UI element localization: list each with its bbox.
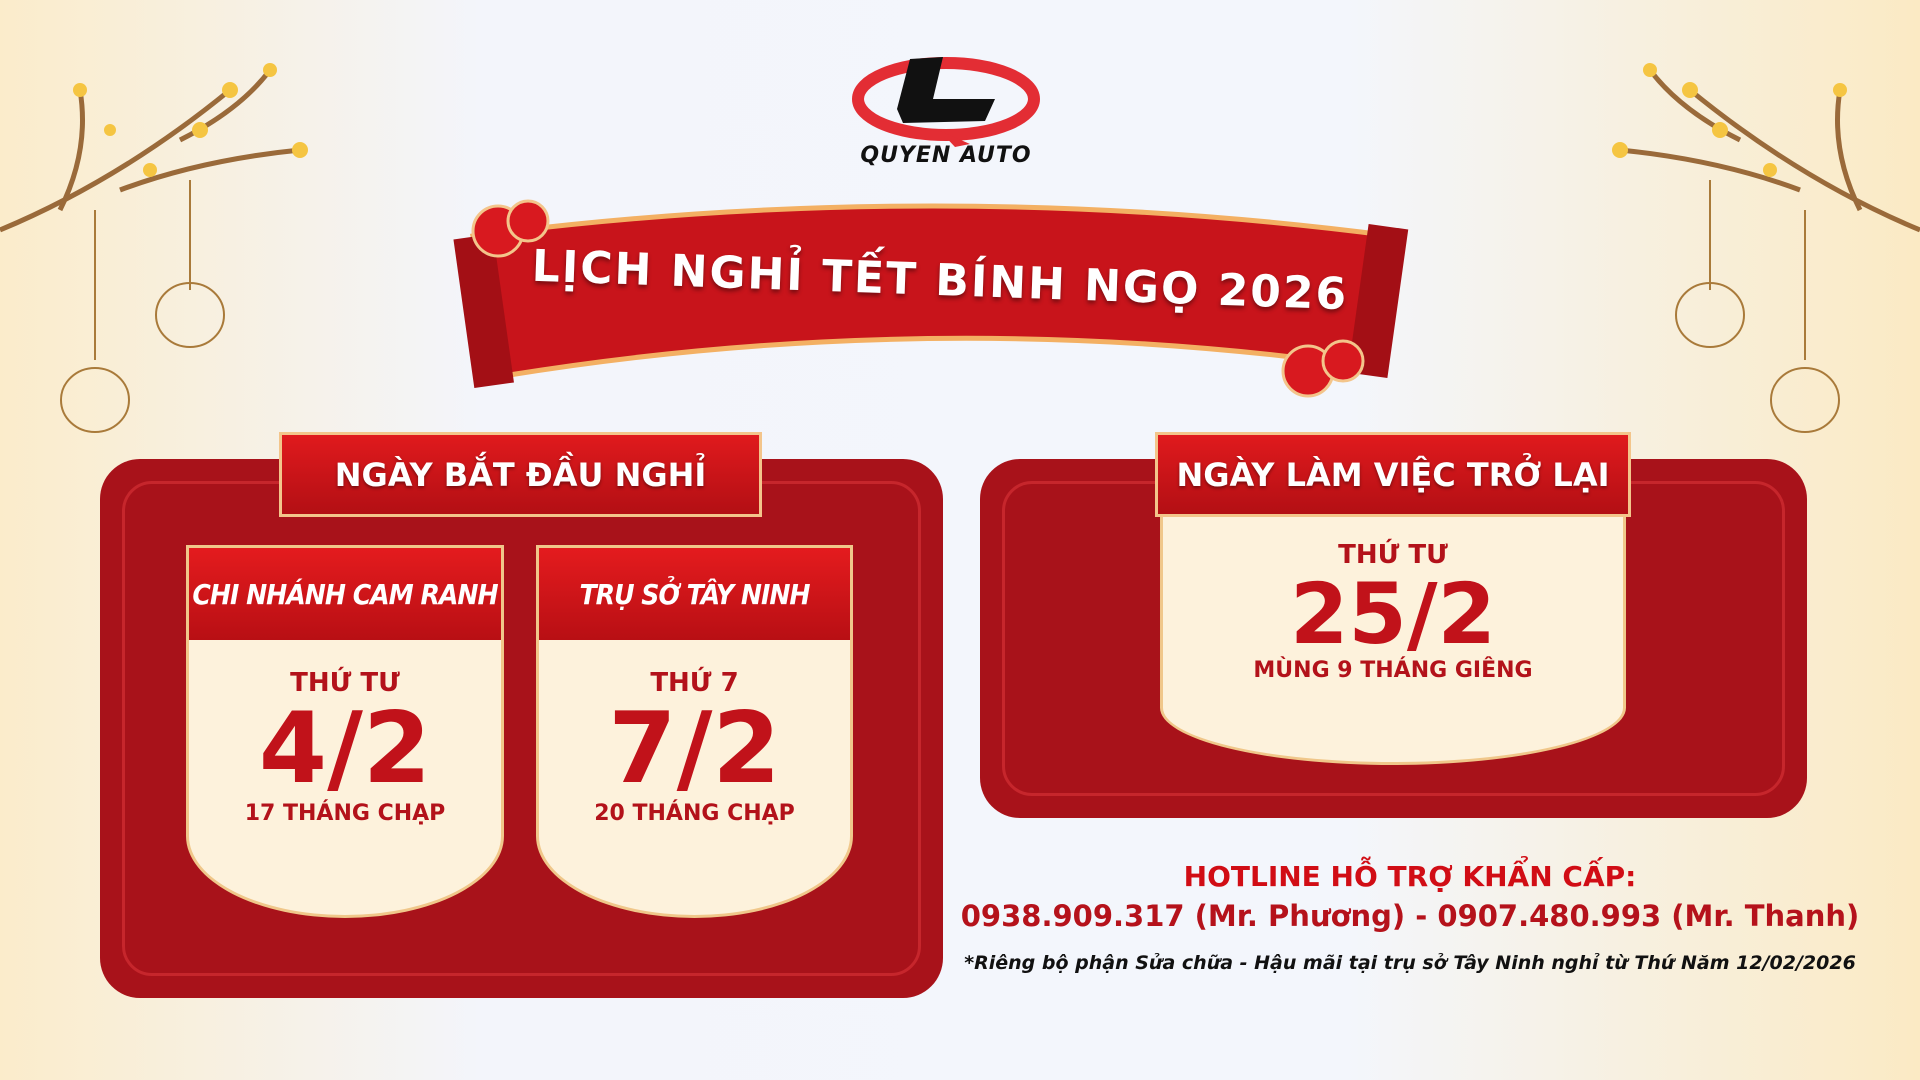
weekday: THỨ TƯ — [1338, 540, 1448, 570]
branch-card-tay-ninh: TRỤ SỞ TÂY NINH THỨ 7 7/2 20 THÁNG CHẠP — [536, 545, 853, 918]
start-heading: NGÀY BẮT ĐẦU NGHỈ — [279, 432, 762, 517]
date: 25/2 — [1289, 565, 1497, 663]
hotline-phones[interactable]: 0938.909.317 (Mr. Phương) - 0907.480.993… — [960, 899, 1860, 933]
cloud-icon — [471, 199, 1365, 398]
lunar-date: 20 THÁNG CHẠP — [594, 800, 795, 826]
quyen-auto-logo — [852, 57, 1040, 147]
lunar-date: 17 THÁNG CHẠP — [244, 800, 446, 826]
lunar-date: MÙNG 9 THÁNG GIÊNG — [1253, 658, 1533, 684]
apricot-blossom-branch-left — [0, 63, 308, 433]
apricot-blossom-branch-right — [1612, 63, 1920, 433]
branch-name: CHI NHÁNH CAM RANH — [189, 548, 501, 640]
branch-card-cam-ranh: CHI NHÁNH CAM RANH THỨ TƯ 4/2 17 THÁNG C… — [186, 545, 504, 918]
weekday: THỨ 7 — [650, 668, 739, 698]
return-heading: NGÀY LÀM VIỆC TRỞ LẠI — [1155, 432, 1631, 517]
date: 7/2 — [608, 692, 781, 806]
branch-name: TRỤ SỞ TÂY NINH — [539, 548, 850, 640]
return-card: THỨ TƯ 25/2 MÙNG 9 THÁNG GIÊNG — [1160, 505, 1626, 765]
hotline-label: HOTLINE HỖ TRỢ KHẨN CẤP: — [1183, 860, 1637, 893]
date: 4/2 — [258, 692, 432, 806]
hotline-note: *Riêng bộ phận Sửa chữa - Hậu mãi tại tr… — [964, 952, 1856, 974]
scroll-banner — [453, 199, 1409, 398]
weekday: THỨ TƯ — [290, 668, 400, 698]
brand-name: QUYEN AUTO — [860, 143, 1032, 168]
